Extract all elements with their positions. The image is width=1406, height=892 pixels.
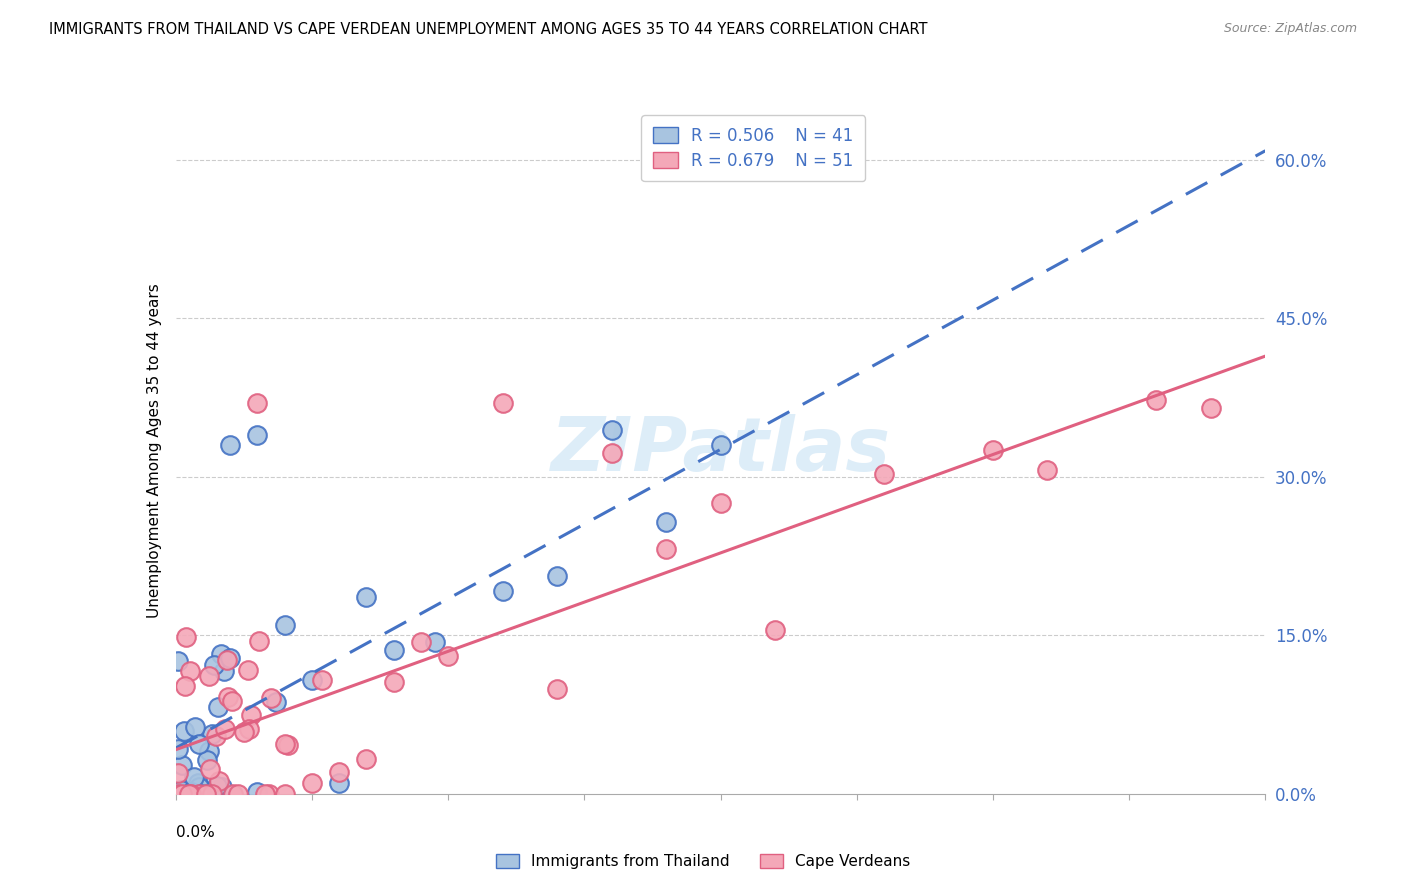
Legend: Immigrants from Thailand, Cape Verdeans: Immigrants from Thailand, Cape Verdeans <box>489 847 917 875</box>
Point <box>180 787 202 801</box>
Point <box>655 542 678 557</box>
Text: 0.0%: 0.0% <box>176 825 215 839</box>
Point <box>167 787 190 801</box>
Point <box>655 515 678 529</box>
Point <box>174 679 197 693</box>
Point <box>382 675 405 690</box>
Point <box>167 655 190 669</box>
Point <box>356 590 378 604</box>
Point <box>195 753 218 767</box>
Point <box>328 765 350 780</box>
Point <box>264 695 287 709</box>
Point <box>219 438 242 452</box>
Point <box>198 762 221 776</box>
Point <box>260 691 283 706</box>
Point <box>167 742 190 756</box>
Point <box>170 782 193 797</box>
Point <box>222 787 245 801</box>
Point <box>236 663 259 677</box>
Text: Source: ZipAtlas.com: Source: ZipAtlas.com <box>1223 22 1357 36</box>
Point <box>200 787 222 801</box>
Point <box>167 766 190 780</box>
Point <box>492 396 515 410</box>
Point <box>981 443 1004 458</box>
Point <box>209 647 232 661</box>
Point <box>239 708 262 723</box>
Point <box>423 635 446 649</box>
Text: IMMIGRANTS FROM THAILAND VS CAPE VERDEAN UNEMPLOYMENT AMONG AGES 35 TO 44 YEARS : IMMIGRANTS FROM THAILAND VS CAPE VERDEAN… <box>49 22 928 37</box>
Point <box>212 664 235 678</box>
Point <box>188 737 211 751</box>
Point <box>238 723 260 737</box>
Point <box>180 785 202 799</box>
Point <box>221 693 243 707</box>
Point <box>246 785 269 799</box>
Point <box>179 664 201 678</box>
Point <box>274 787 297 801</box>
Point <box>205 729 228 743</box>
Point <box>710 438 733 452</box>
Point <box>198 669 221 683</box>
Point <box>274 617 297 632</box>
Point <box>187 775 209 789</box>
Point <box>311 673 333 687</box>
Point <box>205 779 228 793</box>
Point <box>246 396 269 410</box>
Point <box>246 427 269 442</box>
Point <box>172 785 194 799</box>
Point <box>437 649 460 664</box>
Point <box>356 752 378 766</box>
Point <box>382 643 405 657</box>
Point <box>188 780 211 794</box>
Point <box>546 681 568 696</box>
Point <box>170 787 193 801</box>
Point <box>600 446 623 460</box>
Point <box>197 744 219 758</box>
Point <box>211 780 233 794</box>
Point <box>170 758 193 772</box>
Point <box>167 787 190 801</box>
Point <box>1199 401 1222 415</box>
Point <box>233 725 256 739</box>
Point <box>183 770 205 784</box>
Point <box>546 569 568 583</box>
Point <box>301 673 323 687</box>
Point <box>328 776 350 790</box>
Point <box>176 787 198 801</box>
Point <box>214 722 236 736</box>
Y-axis label: Unemployment Among Ages 35 to 44 years: Unemployment Among Ages 35 to 44 years <box>146 283 162 618</box>
Point <box>179 787 201 801</box>
Point <box>207 699 229 714</box>
Point <box>195 787 218 801</box>
Point <box>301 776 323 790</box>
Point <box>873 467 896 482</box>
Point <box>710 496 733 510</box>
Point <box>219 650 242 665</box>
Point <box>254 787 277 801</box>
Point <box>247 634 270 648</box>
Point <box>277 738 299 752</box>
Legend: R = 0.506    N = 41, R = 0.679    N = 51: R = 0.506 N = 41, R = 0.679 N = 51 <box>641 115 865 181</box>
Point <box>195 787 218 801</box>
Point <box>188 787 211 801</box>
Text: ZIPatlas: ZIPatlas <box>551 414 890 487</box>
Point <box>190 787 212 801</box>
Point <box>763 623 786 637</box>
Point <box>208 774 231 789</box>
Point <box>226 787 249 801</box>
Point <box>217 690 239 704</box>
Point <box>257 787 280 801</box>
Point <box>409 635 432 649</box>
Point <box>217 652 239 666</box>
Point <box>273 737 295 751</box>
Point <box>173 723 195 738</box>
Point <box>1144 393 1167 408</box>
Point <box>184 720 207 734</box>
Point <box>600 423 623 437</box>
Point <box>176 630 198 644</box>
Point <box>492 584 515 599</box>
Point <box>201 727 224 741</box>
Point <box>1036 463 1059 477</box>
Point <box>202 657 225 672</box>
